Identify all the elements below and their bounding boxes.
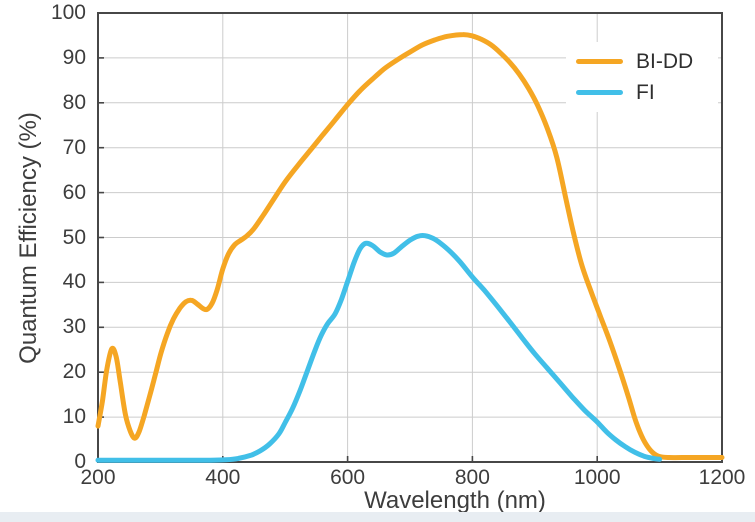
curve-bi-dd [95,32,725,461]
y-tick-label-30: 30 [62,315,86,339]
plot-frame [97,12,723,463]
curve-fi [95,232,663,463]
bottom-strip [0,512,755,522]
y-tick-label-10: 10 [62,405,86,429]
legend: BI-DD FI [566,42,718,112]
x-tick-label-600: 600 [330,466,366,489]
x-tick-label-800: 800 [454,466,490,489]
legend-item-fi: FI [576,79,718,107]
x-tick-label-1000: 1000 [573,466,621,489]
legend-label-fi: FI [636,80,655,104]
x-tick-label-400: 400 [205,466,241,489]
x-tick-label-1200: 1200 [698,466,746,489]
y-tick-label-100: 100 [50,1,86,24]
y-tick-label-40: 40 [62,270,86,294]
legend-line-swatch-bi-dd [576,59,623,64]
x-axis-title: Wavelength (nm) [364,487,546,514]
y-tick-label-80: 80 [62,90,86,114]
y-tick-label-50: 50 [62,225,86,249]
legend-label-bi-dd: BI-DD [636,49,694,73]
y-tick-label-90: 90 [62,45,86,69]
y-tick-label-60: 60 [62,180,86,204]
legend-line-swatch-fi [576,90,623,95]
x-tick-label-200: 200 [80,466,116,489]
y-tick-label-20: 20 [62,360,86,384]
y-tick-label-0: 0 [74,450,86,473]
legend-item-bi-dd: BI-DD [576,48,718,76]
y-tick-label-70: 70 [62,135,86,159]
